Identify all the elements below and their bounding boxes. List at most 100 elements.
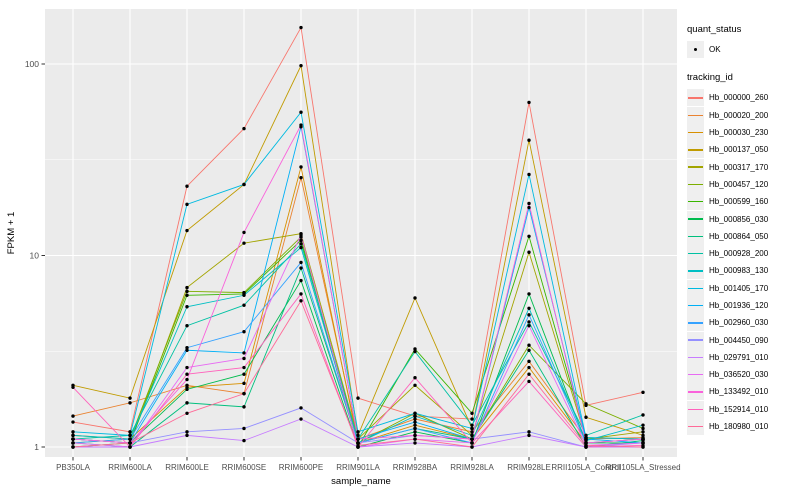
legend-quant-status-title: quant_status <box>687 24 742 35</box>
legend-item-tracking: Hb_000030_230 <box>687 124 799 142</box>
legend-item-label: OK <box>709 45 721 55</box>
legend-key-line-icon <box>687 124 704 142</box>
data-point <box>413 383 417 387</box>
data-point <box>470 441 474 445</box>
data-point <box>527 100 531 105</box>
data-point <box>242 351 246 355</box>
x-tick-label: RRIM600LA <box>108 463 152 472</box>
x-tick-label: PB350LA <box>56 463 90 472</box>
data-point <box>356 433 360 438</box>
data-point <box>413 376 417 380</box>
data-point <box>641 441 645 445</box>
data-point <box>299 417 303 421</box>
series-color-swatch <box>688 287 703 289</box>
legend-item-tracking: Hb_000317_170 <box>687 158 799 176</box>
series-color-swatch <box>688 183 703 186</box>
data-point <box>527 250 531 254</box>
data-point <box>242 303 246 307</box>
legend-item-tracking: Hb_000137_050 <box>687 141 799 159</box>
data-point <box>413 347 417 351</box>
data-point <box>299 233 303 237</box>
x-tick-label: RRIM600SE <box>222 463 266 472</box>
data-point <box>299 110 303 114</box>
data-point <box>527 348 531 352</box>
series-color-swatch <box>688 304 703 307</box>
series-color-swatch <box>688 235 703 238</box>
legend-item-label: Hb_000983_130 <box>709 266 769 276</box>
data-point <box>185 289 189 294</box>
data-point <box>356 441 360 445</box>
data-point <box>242 230 246 235</box>
data-point <box>185 365 189 370</box>
series-color-swatch <box>688 166 703 168</box>
data-point <box>185 184 189 188</box>
data-point <box>470 433 474 438</box>
data-point <box>242 365 246 370</box>
legend-item-tracking: Hb_133492_010 <box>687 383 799 401</box>
data-point <box>584 437 588 441</box>
x-tick-label: RRIM600LE <box>165 463 209 472</box>
legend-item-tracking: Hb_000928_200 <box>687 245 799 263</box>
data-point <box>299 260 303 265</box>
legend-key-line-icon <box>687 400 704 418</box>
y-tick-label: 100 <box>25 59 39 69</box>
data-point <box>242 182 246 187</box>
x-tick-label: RRIM600PE <box>279 463 323 472</box>
series-color-swatch <box>688 356 703 359</box>
data-point <box>299 266 303 270</box>
legend-item-tracking: Hb_000000_260 <box>687 89 799 107</box>
legend-item-label: Hb_000000_260 <box>709 93 769 103</box>
data-point <box>641 430 645 434</box>
data-point <box>641 426 645 431</box>
data-point <box>299 299 303 303</box>
data-point <box>527 343 531 347</box>
data-point <box>242 405 246 409</box>
data-point <box>185 433 189 438</box>
legend-item-label: Hb_029791_010 <box>709 352 769 362</box>
data-point <box>299 278 303 283</box>
legend-item-label: Hb_000137_050 <box>709 145 769 155</box>
legend-key-line-icon <box>687 279 704 297</box>
data-point <box>128 437 132 441</box>
legend-item-label: Hb_002960_030 <box>709 318 769 328</box>
legend-key-line-icon <box>687 331 704 349</box>
legend-item-tracking: Hb_002960_030 <box>687 314 799 332</box>
legend-item-label: Hb_000317_170 <box>709 162 769 172</box>
data-point <box>299 406 303 410</box>
y-axis-title: FPKM + 1 <box>6 212 17 255</box>
legend-item-tracking: Hb_000599_160 <box>687 193 799 211</box>
legend-item-label: Hb_004450_090 <box>709 335 769 345</box>
data-point <box>242 391 246 396</box>
data-point <box>71 445 75 449</box>
legend: quant_status OK tracking_id Hb_000000_26… <box>687 24 799 449</box>
legend-tracking-id: tracking_id Hb_000000_260 Hb_000020_200 Hb… <box>687 72 799 436</box>
data-point <box>641 413 645 417</box>
data-point <box>413 349 417 354</box>
data-point <box>185 372 189 376</box>
legend-item-label: Hb_133492_010 <box>709 387 769 397</box>
legend-key-line-icon <box>687 227 704 245</box>
data-point <box>470 423 474 427</box>
data-point <box>185 377 189 382</box>
legend-key-line-icon <box>687 193 704 211</box>
legend-key-line-icon <box>687 383 704 401</box>
data-point <box>71 430 75 434</box>
series-color-swatch <box>688 270 703 272</box>
legend-item-tracking: Hb_001405_170 <box>687 279 799 297</box>
data-point <box>128 445 132 449</box>
data-point <box>185 430 189 434</box>
data-point <box>128 396 132 400</box>
x-tick-label: RRII105LA_Stressed <box>605 463 680 472</box>
data-point <box>128 401 132 405</box>
data-point <box>242 438 246 443</box>
data-point <box>470 411 474 415</box>
legend-item-tracking: Hb_000983_130 <box>687 262 799 280</box>
data-point <box>413 417 417 421</box>
data-point <box>413 411 417 415</box>
legend-key-line-icon <box>687 158 704 176</box>
data-point <box>185 348 189 352</box>
legend-key-line-icon <box>687 245 704 263</box>
data-point <box>527 320 531 324</box>
data-point <box>584 415 588 419</box>
legend-item-label: Hb_000864_050 <box>709 231 769 241</box>
